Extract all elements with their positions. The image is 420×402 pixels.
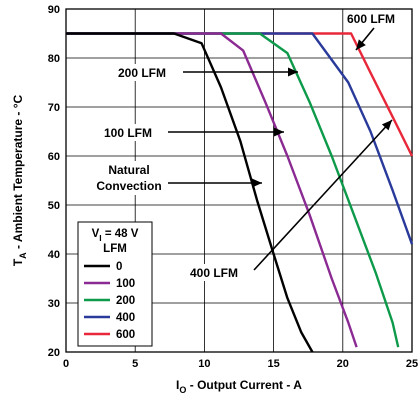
series-line-200	[66, 32, 400, 348]
legend-label-200: 200	[116, 295, 135, 307]
y-tick-label: 20	[48, 347, 60, 359]
annotation-100-box	[102, 124, 168, 141]
y-tick-label: 40	[48, 249, 60, 261]
y-tick-label: 80	[48, 53, 60, 65]
legend: VI = 48 V LFM 0 100 200 400 600	[77, 221, 153, 347]
arrow-600-lfm	[355, 27, 375, 51]
x-tick-label: 5	[132, 358, 138, 370]
x-tick-label: 20	[337, 358, 349, 370]
annotation-natural-box	[90, 161, 168, 195]
x-axis-title: IO - Output Current - A	[176, 378, 302, 395]
annotation-100-lfm: 100 LFM	[104, 126, 152, 140]
y-tick-label: 70	[48, 102, 60, 114]
series-line-100	[66, 32, 358, 348]
annotation-natural-line2: Convection	[96, 179, 161, 193]
annotation-400-lfm: 400 LFM	[190, 266, 238, 280]
series-layer	[66, 32, 414, 353]
series-line-0	[66, 32, 314, 353]
legend-entries: 0 100 200 400 600	[84, 261, 135, 341]
annotation-600-lfm: 600 LFM	[347, 12, 395, 26]
annotation-arrows	[168, 27, 393, 271]
arrow-400-lfm	[253, 119, 393, 271]
y-tick-label: 50	[48, 200, 60, 212]
annotation-600-box	[344, 10, 410, 27]
y-axis-title: TA - Ambient Temperature - °C	[11, 95, 28, 267]
x-tick-label: 15	[267, 358, 279, 370]
legend-label-100: 100	[116, 278, 135, 290]
annotation-200-box	[116, 64, 182, 81]
legend-label-600: 600	[116, 329, 135, 341]
legend-title-lfm: LFM	[103, 243, 127, 255]
legend-title-voltage: VI = 48 V	[92, 228, 139, 243]
y-tick-label: 30	[48, 298, 60, 310]
arrow-200-lfm	[183, 67, 298, 77]
tick-labels: 0 5 10 15 20 25 20 30 40 50 60 70 80 90	[48, 4, 418, 370]
y-tick-label: 90	[48, 4, 60, 16]
plot-frame	[65, 8, 413, 353]
annotation-natural-line1: Natural	[108, 163, 149, 177]
annotations: 600 LFM 200 LFM 100 LFM Natural Convecti…	[90, 10, 410, 281]
x-tick-label: 10	[198, 358, 210, 370]
arrow-natural-convection	[168, 178, 262, 188]
y-tick-label: 60	[48, 151, 60, 163]
arrow-100-lfm	[168, 127, 284, 137]
x-tick-label: 0	[63, 358, 69, 370]
legend-label-0: 0	[116, 261, 122, 273]
series-line-400	[66, 32, 414, 245]
annotation-200-lfm: 200 LFM	[118, 66, 166, 80]
x-tick-label: 25	[406, 358, 418, 370]
annotation-400-box	[188, 264, 254, 281]
legend-label-400: 400	[116, 312, 135, 324]
